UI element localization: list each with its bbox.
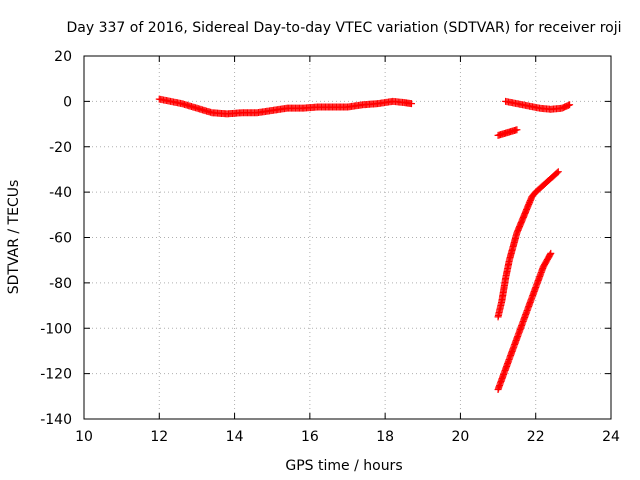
x-axis-label: GPS time / hours <box>285 458 402 474</box>
data-point <box>553 169 561 177</box>
y-tick-label: -40 <box>49 185 72 201</box>
data-points <box>155 95 574 394</box>
x-tick-label: 12 <box>150 429 168 445</box>
data-point <box>407 100 415 108</box>
x-tick-label: 14 <box>226 429 244 445</box>
data-point <box>547 249 555 257</box>
data-point <box>566 101 574 109</box>
data-point <box>513 126 521 134</box>
x-tick-label: 24 <box>602 429 620 445</box>
x-tick-label: 20 <box>452 429 470 445</box>
y-tick-label: -140 <box>40 412 72 428</box>
x-tick-label: 10 <box>75 429 93 445</box>
x-tick-label: 16 <box>301 429 319 445</box>
x-tick-label: 22 <box>527 429 545 445</box>
y-tick-label: -80 <box>49 276 72 292</box>
x-tick-label: 18 <box>376 429 394 445</box>
y-tick-label: -20 <box>49 140 72 156</box>
y-tick-label: -100 <box>40 321 72 337</box>
y-axis-label: SDTVAR / TECUs <box>6 180 22 295</box>
axis-ticks: 10 12 14 16 18 20 22 24 20 0 -20 -40 -60 -80 -100 -120 -… <box>40 49 620 445</box>
grid <box>84 56 611 419</box>
y-tick-label: 20 <box>54 49 72 65</box>
chart-title: Day 337 of 2016, Sidereal Day-to-day VTE… <box>66 20 621 36</box>
data-point <box>554 168 562 176</box>
y-tick-label: -60 <box>49 231 72 247</box>
plot-frame <box>83 55 612 420</box>
y-tick-label: 0 <box>63 94 72 110</box>
y-tick-label: -120 <box>40 367 72 383</box>
data-point <box>546 251 554 259</box>
